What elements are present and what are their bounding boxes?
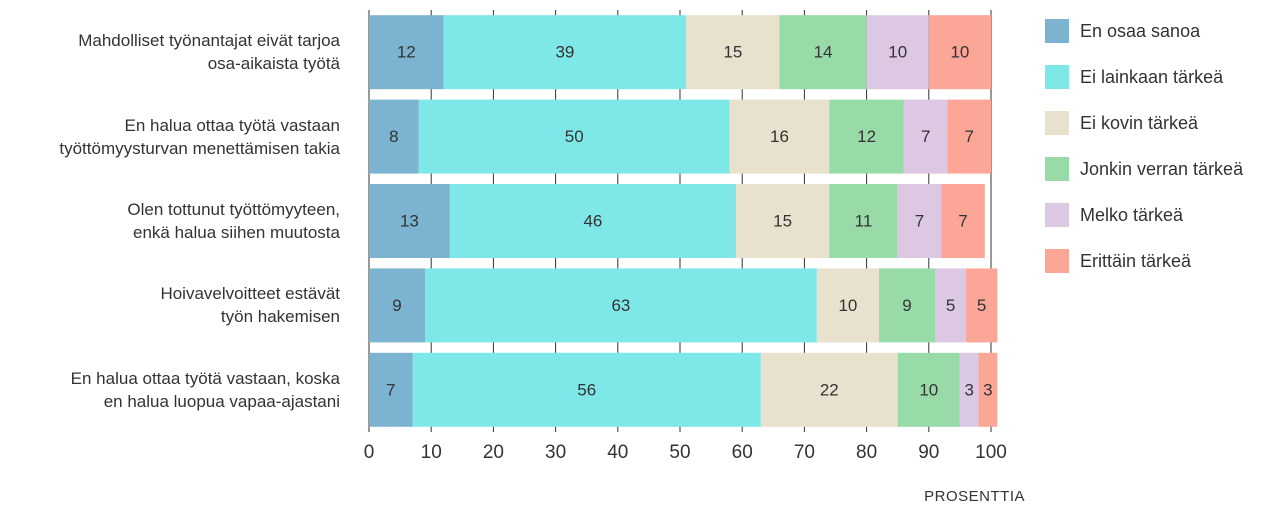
value-label: 12 (857, 127, 876, 146)
x-axis-label: PROSENTTIA (924, 488, 1025, 505)
legend-swatch (1045, 65, 1069, 89)
x-tick-label: 0 (364, 442, 375, 463)
value-label: 7 (964, 127, 973, 146)
value-label: 63 (611, 296, 630, 315)
value-label: 10 (838, 296, 857, 315)
bar-segment (947, 99, 991, 174)
category-label: En halua ottaa työtä vastaan, koska en h… (70, 368, 340, 411)
x-tick-label: 40 (607, 442, 628, 463)
value-label: 39 (555, 43, 574, 62)
bar-segment (449, 184, 736, 258)
legend-swatch (1045, 203, 1069, 227)
bar-segment (760, 352, 898, 427)
x-tick-label: 90 (918, 442, 939, 463)
category-label: Olen tottunut työttömyyteen, enkä halua … (127, 200, 340, 242)
bar-segment (729, 99, 830, 174)
value-label: 50 (565, 127, 584, 146)
bar-segment (959, 352, 979, 427)
x-tick-label: 30 (545, 442, 566, 463)
bar-segment (829, 184, 898, 258)
value-label: 9 (902, 296, 911, 315)
value-label: 10 (888, 43, 907, 62)
bar-segment (903, 99, 948, 174)
value-label: 7 (386, 380, 395, 399)
value-label: 16 (770, 127, 789, 146)
bar-segment (369, 184, 450, 258)
bar-segment (816, 268, 880, 343)
category-label: En halua ottaa työtä vastaan työttömyyst… (59, 115, 340, 158)
bar-segment (418, 99, 730, 174)
bar-segment (966, 268, 998, 343)
bar-segment (935, 268, 967, 343)
legend-swatch (1045, 249, 1069, 273)
bar-segment (779, 15, 867, 90)
value-label: 22 (820, 380, 839, 399)
legend-label: Ei kovin tärkeä (1080, 113, 1199, 133)
x-tick-label: 100 (975, 442, 1007, 463)
legend-label: Erittäin tärkeä (1080, 251, 1192, 271)
bar-segment (928, 15, 991, 90)
value-label: 3 (983, 380, 992, 399)
bar-segment (978, 352, 998, 427)
value-label: 8 (389, 127, 398, 146)
bar-segment (897, 184, 942, 258)
value-label: 10 (950, 43, 969, 62)
x-tick-label: 50 (669, 442, 690, 463)
x-tick-label: 70 (794, 442, 815, 463)
value-label: 7 (958, 211, 967, 230)
x-tick-label: 60 (732, 442, 753, 463)
x-tick-label: 20 (483, 442, 504, 463)
value-label: 13 (400, 211, 419, 230)
value-label: 46 (583, 211, 602, 230)
value-label: 5 (977, 296, 986, 315)
bar-segment (424, 268, 817, 343)
bar-segment (897, 352, 960, 427)
value-label: 10 (919, 380, 938, 399)
bar-segment (369, 268, 425, 343)
bar-segment (686, 15, 780, 90)
legend-label: Melko tärkeä (1080, 205, 1184, 225)
bar-segment (941, 184, 985, 258)
bar-segment (369, 352, 413, 427)
value-label: 9 (392, 296, 401, 315)
category-label: Mahdolliset työnantajat eivät tarjoa osa… (78, 31, 340, 74)
value-label: 7 (921, 127, 930, 146)
value-label: 15 (773, 211, 792, 230)
legend-swatch (1045, 111, 1069, 135)
bar-segment (829, 99, 904, 174)
value-label: 14 (814, 43, 833, 62)
legend-label: En osaa sanoa (1080, 21, 1201, 41)
value-label: 12 (397, 43, 416, 62)
bar-segment (412, 352, 761, 427)
value-label: 5 (946, 296, 955, 315)
bar-segment (369, 99, 419, 174)
legend-swatch (1045, 157, 1069, 181)
bar-segment (443, 15, 687, 90)
bar-segment (369, 15, 444, 90)
bar-segment (879, 268, 936, 343)
bar-segment (735, 184, 830, 258)
x-tick-label: 80 (856, 442, 877, 463)
legend-label: Jonkin verran tärkeä (1080, 159, 1244, 179)
value-label: 56 (577, 380, 596, 399)
bar-segment (866, 15, 929, 90)
category-label: Hoivavelvoitteet estävät työn hakemisen (160, 284, 340, 327)
value-label: 15 (723, 43, 742, 62)
legend-label: Ei lainkaan tärkeä (1080, 67, 1224, 87)
value-label: 3 (964, 380, 973, 399)
x-tick-label: 10 (421, 442, 442, 463)
value-label: 7 (915, 211, 924, 230)
legend-swatch (1045, 19, 1069, 43)
value-label: 11 (855, 211, 873, 230)
